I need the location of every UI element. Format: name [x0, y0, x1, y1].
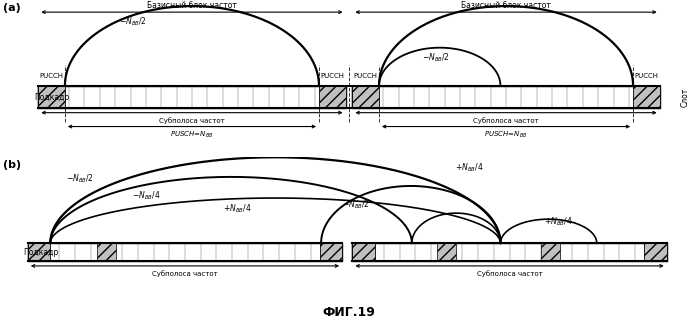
- Text: PUCCH: PUCCH: [40, 73, 64, 79]
- Text: $+N_{ВВ}/4$: $+N_{ВВ}/4$: [544, 216, 573, 228]
- Bar: [38, 86, 346, 108]
- Bar: [352, 86, 379, 108]
- Text: Базисный блок частот: Базисный блок частот: [147, 1, 237, 10]
- Bar: [38, 86, 65, 108]
- Bar: [352, 243, 375, 261]
- Text: PUCCH: PUCCH: [320, 73, 344, 79]
- Text: PUCCH: PUCCH: [634, 73, 658, 79]
- Bar: [644, 243, 667, 261]
- Text: (b): (b): [3, 160, 22, 170]
- Bar: [633, 86, 660, 108]
- Text: Подкадр: Подкадр: [34, 92, 70, 101]
- Text: PUCCH: PUCCH: [354, 73, 378, 79]
- Text: $+N_{ВВ}/4$: $+N_{ВВ}/4$: [454, 162, 484, 175]
- Bar: [541, 243, 560, 261]
- Bar: [28, 243, 50, 261]
- Text: Субполоса частот: Субполоса частот: [477, 270, 542, 276]
- Text: $-N_{ВВ}/2$: $-N_{ВВ}/2$: [66, 172, 94, 185]
- Text: $+N_{ВВ}/4$: $+N_{ВВ}/4$: [223, 203, 252, 215]
- Text: ФИГ.19: ФИГ.19: [322, 307, 376, 319]
- Bar: [320, 243, 342, 261]
- Text: Базисный блок частот: Базисный блок частот: [461, 1, 551, 10]
- Text: $-N_{ВВ}/2$: $-N_{ВВ}/2$: [119, 16, 147, 28]
- Text: Субполоса частот: Субполоса частот: [152, 270, 218, 276]
- Text: Подкадр: Подкадр: [23, 248, 59, 257]
- Bar: [352, 86, 660, 108]
- Text: $-N_{ВВ}/4$: $-N_{ВВ}/4$: [132, 190, 161, 202]
- Bar: [319, 86, 346, 108]
- Text: PUSCH=$N_{ВВ}$: PUSCH=$N_{ВВ}$: [170, 130, 214, 140]
- Bar: [28, 243, 342, 261]
- Text: $-N_{ВВ}/2$: $-N_{ВВ}/2$: [342, 199, 370, 211]
- Text: (a): (a): [3, 4, 21, 13]
- Text: Субполоса частот: Субполоса частот: [159, 117, 225, 124]
- Bar: [352, 243, 667, 261]
- Text: Слот: Слот: [681, 87, 690, 107]
- Text: PUSCH=$N_{ВВ}$: PUSCH=$N_{ВВ}$: [484, 130, 528, 140]
- Bar: [437, 243, 456, 261]
- Bar: [97, 243, 116, 261]
- Text: $-N_{ВВ}/2$: $-N_{ВВ}/2$: [422, 52, 450, 64]
- Text: Субполоса частот: Субполоса частот: [473, 117, 539, 124]
